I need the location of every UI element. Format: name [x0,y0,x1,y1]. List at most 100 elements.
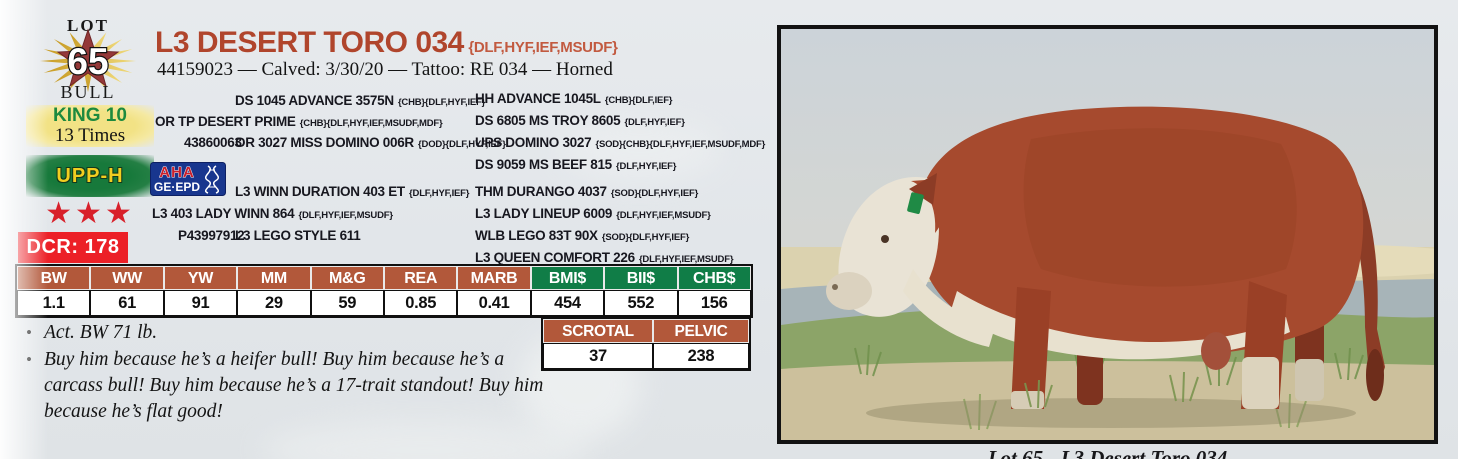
animal-name: L3 DESERT TORO 034 [155,26,464,59]
pedigree-name: L3 LEGO STYLE 611 [235,228,361,243]
pedigree-codes: {DLF,HYF,IEF} [616,161,677,172]
scrotal-header: SCROTAL [543,319,653,343]
measurement-table: SCROTAL PELVIC 37 238 [541,317,751,371]
pedigree-ancestor: WLB LEGO 83T 90X {SOD}{DLF,HYF,IEF} [475,227,689,245]
bull-ear [909,173,937,205]
registration-details: 44159023 — Calved: 3/30/20 — Tattoo: RE … [157,59,613,80]
photo-caption: Lot 65 - L3 Desert Toro 034 [987,446,1228,459]
lot-label: LOT [67,16,109,35]
pedigree-codes: {CHB}{DLF,HYF,IEF} [397,97,486,108]
pedigree-codes: {SOD}{CHB}{DLF,HYF,IEF,MSUDF,MDF} [595,139,766,150]
aha-logo-text: AHA [159,164,195,181]
king-badge-title: KING 10 [53,105,127,126]
epd-value-bmi: 454 [530,290,605,316]
pedigree-dam-reg: P43997912 [178,227,245,245]
scrotal-value: 37 [543,343,653,369]
epd-value-bw: 1.1 [17,290,91,316]
pedigree-sire-dam: OR 3027 MISS DOMINO 006R {DOD}{DLF,HYF,I… [235,134,506,152]
pedigree-name: DS 9059 MS BEEF 815 [475,157,612,172]
three-stars-rating: ★★★ [45,197,135,230]
pedigree-ancestor: L3 LADY LINEUP 6009 {DLF,HYF,IEF,MSUDF} [475,205,711,223]
pedigree-name: OR 3027 MISS DOMINO 006R [235,135,414,150]
epd-value-chb: 156 [677,290,751,316]
bull-photo-illustration [781,29,1458,440]
bull-scrotum [1201,332,1231,370]
note-actual-bw: Act. BW 71 lb. [22,320,322,346]
bull-photo [777,25,1458,444]
epd-table: BW WW YW MM M&G REA MARB BMI$ BII$ CHB$ … [15,264,753,318]
pedigree-name: UPS DOMINO 3027 [475,135,592,150]
epd-value-bii: 552 [604,290,678,316]
bull-body-shading [1023,128,1297,287]
bull-nostril [832,284,838,290]
epd-value-marb: 0.41 [457,290,531,316]
bull-near-front-sock [1011,391,1044,409]
note-sales-pitch: Buy him because he’s a heifer bull! Buy … [22,347,560,425]
bull-near-hind-sock [1242,357,1279,409]
bull-dewlap [903,269,995,347]
registration-number: P43997912 [178,228,245,243]
epd-header-mm: MM [237,266,311,290]
pedigree-name: WLB LEGO 83T 90X [475,228,598,243]
epd-header-yw: YW [163,266,238,290]
background-watermark [560,120,720,180]
pedigree-codes: {DLF,HYF,IEF,MSUDF} [616,210,711,221]
bull-near-front-leg [1011,287,1051,409]
pedigree-ancestor: UPS DOMINO 3027 {SOD}{CHB}{DLF,HYF,IEF,M… [475,134,765,152]
pedigree-codes: {DLF,HYF,IEF,MSUDF} [298,210,393,221]
bull-tail [1327,157,1385,378]
bull-ear-tag [907,192,924,214]
epd-value-mg: 59 [310,290,384,316]
pedigree-codes: {CHB}{DLF,IEF} [604,95,673,106]
upp-h-badge: UPP-H [26,155,154,197]
pedigree-name: DS 6805 MS TROY 8605 [475,113,621,128]
pedigree-name: DS 1045 ADVANCE 3575N [235,93,394,108]
pedigree-name: L3 WINN DURATION 403 ET [235,184,405,199]
king-10-badge: KING 10 13 Times [26,105,154,147]
epd-header-bmi: BMI$ [530,266,605,290]
bull-shadow [866,398,1356,428]
upp-badge-text: UPP-H [56,165,124,187]
epd-header-mg: M&G [310,266,384,290]
epd-header-ww: WW [90,266,164,290]
epd-value-ww: 61 [90,290,164,316]
epd-value-rea: 0.85 [383,290,458,316]
bull-far-hind-sock [1295,359,1324,401]
epd-header-bii: BII$ [604,266,678,290]
pedigree-codes: {DLF,HYF,IEF} [409,188,470,199]
epd-value-yw: 91 [163,290,238,316]
pedigree-dam-dam: L3 LEGO STYLE 611 [235,227,361,245]
registration-number: 43860063 [184,135,242,150]
pedigree-sire: OR TP DESERT PRIME {CHB}{DLF,HYF,IEF,MSU… [155,113,443,131]
epd-header-chb: CHB$ [677,266,751,290]
bull-eye [881,235,889,243]
animal-trait-codes: {DLF,HYF,IEF,MSUDF} [468,39,618,56]
pedigree-name: OR TP DESERT PRIME [155,114,296,129]
pedigree-name: HH ADVANCE 1045L [475,91,601,106]
dcr-value: 178 [84,236,120,258]
pedigree-codes: {SOD}{DLF,HYF,IEF} [610,188,699,199]
pedigree-ancestor: THM DURANGO 4037 {SOD}{DLF,HYF,IEF} [475,183,698,201]
pedigree-ancestor: DS 9059 MS BEEF 815 {DLF,HYF,IEF} [475,156,676,174]
lot-number: 65 [67,41,108,82]
pelvic-header: PELVIC [653,319,749,343]
aha-ge-epd-logo-icon: AHA GE·EPD [150,162,226,196]
bull-tail-switch [1366,349,1384,401]
pedigree-sire-reg: 43860063 [184,134,242,152]
pedigree-name: L3 QUEEN COMFORT 226 [475,250,635,265]
pedigree-codes: {SOD}{DLF,HYF,IEF} [601,232,690,243]
star-icon [56,28,120,88]
bull-figure [826,106,1385,409]
pedigree-name: L3 LADY LINEUP 6009 [475,206,613,221]
pedigree-codes: {DLF,HYF,IEF,MSUDF} [638,254,734,265]
pedigree-codes: {DOD}{DLF,HYF,IEF} [418,139,506,150]
epd-header-rea: REA [383,266,458,290]
bull-muzzle [826,272,872,310]
pedigree-dam-sire: L3 WINN DURATION 403 ET {DLF,HYF,IEF} [235,183,469,201]
lot-starburst-badge: 65 [39,28,137,92]
king-badge-subtitle: 13 Times [54,125,126,146]
pedigree-name: THM DURANGO 4037 [475,184,607,199]
dcr-label: DCR: [26,236,79,258]
pedigree-sire-sire: DS 1045 ADVANCE 3575N {CHB}{DLF,HYF,IEF} [235,92,485,110]
